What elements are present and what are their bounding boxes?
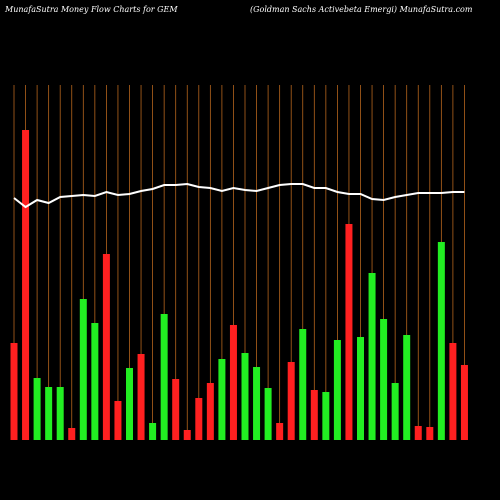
bar <box>449 343 457 440</box>
chart-title: MunafaSutra Money Flow Charts for GEM <box>4 5 178 14</box>
bar <box>414 426 422 440</box>
bar <box>33 378 41 440</box>
bar <box>437 242 445 440</box>
bar <box>287 362 295 440</box>
bar <box>357 337 364 440</box>
bar <box>345 224 353 440</box>
bar <box>114 401 122 440</box>
bar <box>183 430 191 440</box>
bar <box>195 398 203 440</box>
bar <box>10 343 18 440</box>
bar <box>403 335 411 440</box>
bar <box>160 314 168 440</box>
bar <box>149 423 157 440</box>
bar <box>137 354 145 440</box>
bar <box>56 387 64 440</box>
bar <box>460 365 468 440</box>
bar <box>218 359 226 440</box>
bar <box>310 390 318 440</box>
bar <box>229 325 237 440</box>
line <box>13 182 465 209</box>
bar <box>79 299 87 440</box>
bar <box>322 392 330 440</box>
chart-subtitle: (Goldman Sachs Activebeta Emergi) Munafa… <box>250 5 473 14</box>
bar <box>68 428 76 440</box>
bar <box>241 353 249 440</box>
bar <box>276 423 284 440</box>
bar <box>426 427 434 440</box>
bar <box>264 388 272 440</box>
bar <box>368 273 376 440</box>
bar <box>391 383 399 440</box>
bar <box>253 367 261 440</box>
bar <box>333 340 341 440</box>
bar <box>299 329 307 440</box>
bar <box>206 383 214 440</box>
bar <box>380 319 388 440</box>
bar <box>102 254 110 440</box>
bar <box>22 130 30 440</box>
bar <box>172 379 180 440</box>
bar <box>126 368 133 440</box>
bar <box>91 323 99 440</box>
bar <box>45 387 53 440</box>
